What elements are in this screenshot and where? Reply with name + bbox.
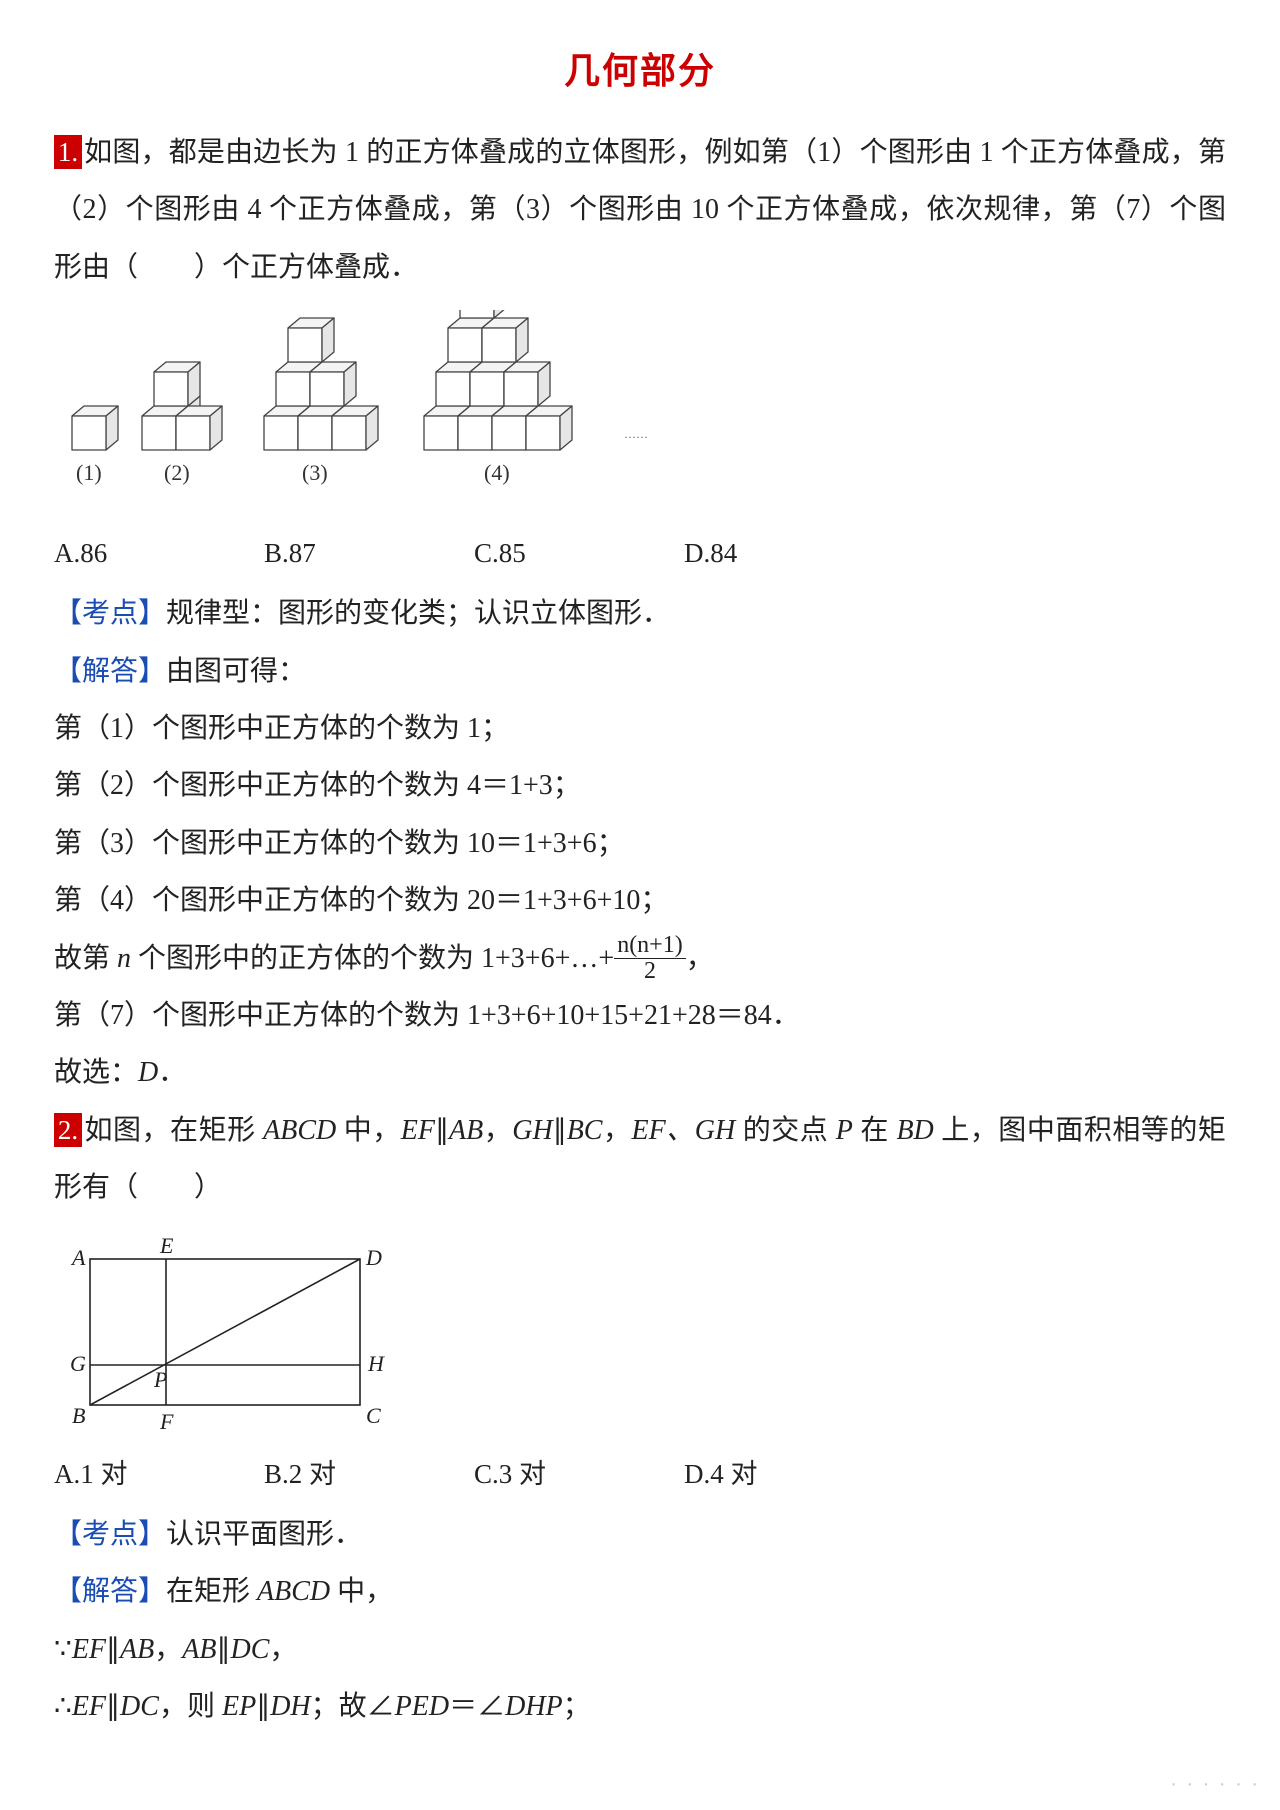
- q1-opt-a: A.86: [54, 526, 264, 581]
- fig-label-2: (2): [164, 460, 190, 485]
- svg-text:P: P: [153, 1367, 167, 1392]
- fig-label-4: (4): [484, 460, 510, 485]
- q2-number-badge: 2.: [54, 1113, 82, 1147]
- q1-figure: …… (1) (2) (3) (4): [54, 310, 1226, 520]
- q1-opt-b: B.87: [264, 526, 474, 581]
- svg-text:E: E: [159, 1233, 174, 1258]
- q2-opt-b: B.2 对: [264, 1447, 474, 1502]
- q2-diagram: A E D G H B F C P: [54, 1231, 1226, 1441]
- svg-text:A: A: [70, 1245, 86, 1270]
- q1-exam-point: 【考点】规律型：图形的变化类；认识立体图形．: [54, 585, 1226, 642]
- svg-text:F: F: [159, 1409, 174, 1434]
- q2-opt-a: A.1 对: [54, 1447, 264, 1502]
- q2-opt-c: C.3 对: [474, 1447, 684, 1502]
- q2-exam-point: 【考点】认识平面图形．: [54, 1506, 1226, 1563]
- q1-stem: 1.如图，都是由边长为 1 的正方体叠成的立体图形，例如第（1）个图形由 1 个…: [54, 124, 1226, 296]
- q1-sol-4: 第（4）个图形中正方体的个数为 20＝1+3+6+10；: [54, 872, 1226, 929]
- q2-sol-open: 【解答】在矩形 ABCD 中，: [54, 1563, 1226, 1620]
- q2-opt-d: D.4 对: [684, 1447, 894, 1502]
- watermark: · · · · · ·: [1170, 1773, 1260, 1796]
- ellipsis: ……: [624, 427, 648, 441]
- q1-sol-3: 第（3）个图形中正方体的个数为 10＝1+3+6；: [54, 815, 1226, 872]
- q1-number-badge: 1.: [54, 135, 82, 169]
- q1-sol-0: 【解答】由图可得：: [54, 643, 1226, 700]
- svg-text:H: H: [367, 1351, 385, 1376]
- page-title: 几何部分: [54, 34, 1226, 108]
- q2-stem: 2.如图，在矩形 ABCD 中，EF∥AB，GH∥BC，EF、GH 的交点 P …: [54, 1102, 1226, 1217]
- fig-label-1: (1): [76, 460, 102, 485]
- svg-text:C: C: [366, 1403, 381, 1428]
- svg-text:D: D: [365, 1245, 382, 1270]
- q1-options: A.86 B.87 C.85 D.84: [54, 526, 1226, 581]
- q1-sol-formula: 故第 n 个图形中的正方体的个数为 1+3+6+…+n(n+1)2，: [54, 930, 1226, 987]
- q1-answer: 故选：D．: [54, 1044, 1226, 1101]
- q2-sol-l1: ∵EF∥AB，AB∥DC，: [54, 1621, 1226, 1678]
- q2-options: A.1 对 B.2 对 C.3 对 D.4 对: [54, 1447, 1226, 1502]
- q1-sol-7: 第（7）个图形中正方体的个数为 1+3+6+10+15+21+28＝84．: [54, 987, 1226, 1044]
- fig-label-3: (3): [302, 460, 328, 485]
- q1-opt-d: D.84: [684, 526, 894, 581]
- q1-sol-2: 第（2）个图形中正方体的个数为 4＝1+3；: [54, 757, 1226, 814]
- q1-opt-c: C.85: [474, 526, 684, 581]
- q1-sol-1: 第（1）个图形中正方体的个数为 1；: [54, 700, 1226, 757]
- q2-sol-l2: ∴EF∥DC，则 EP∥DH；故∠PED＝∠DHP；: [54, 1678, 1226, 1735]
- q1-stem-text: 如图，都是由边长为 1 的正方体叠成的立体图形，例如第（1）个图形由 1 个正方…: [54, 137, 1226, 283]
- svg-text:B: B: [72, 1403, 85, 1428]
- svg-text:G: G: [70, 1351, 86, 1376]
